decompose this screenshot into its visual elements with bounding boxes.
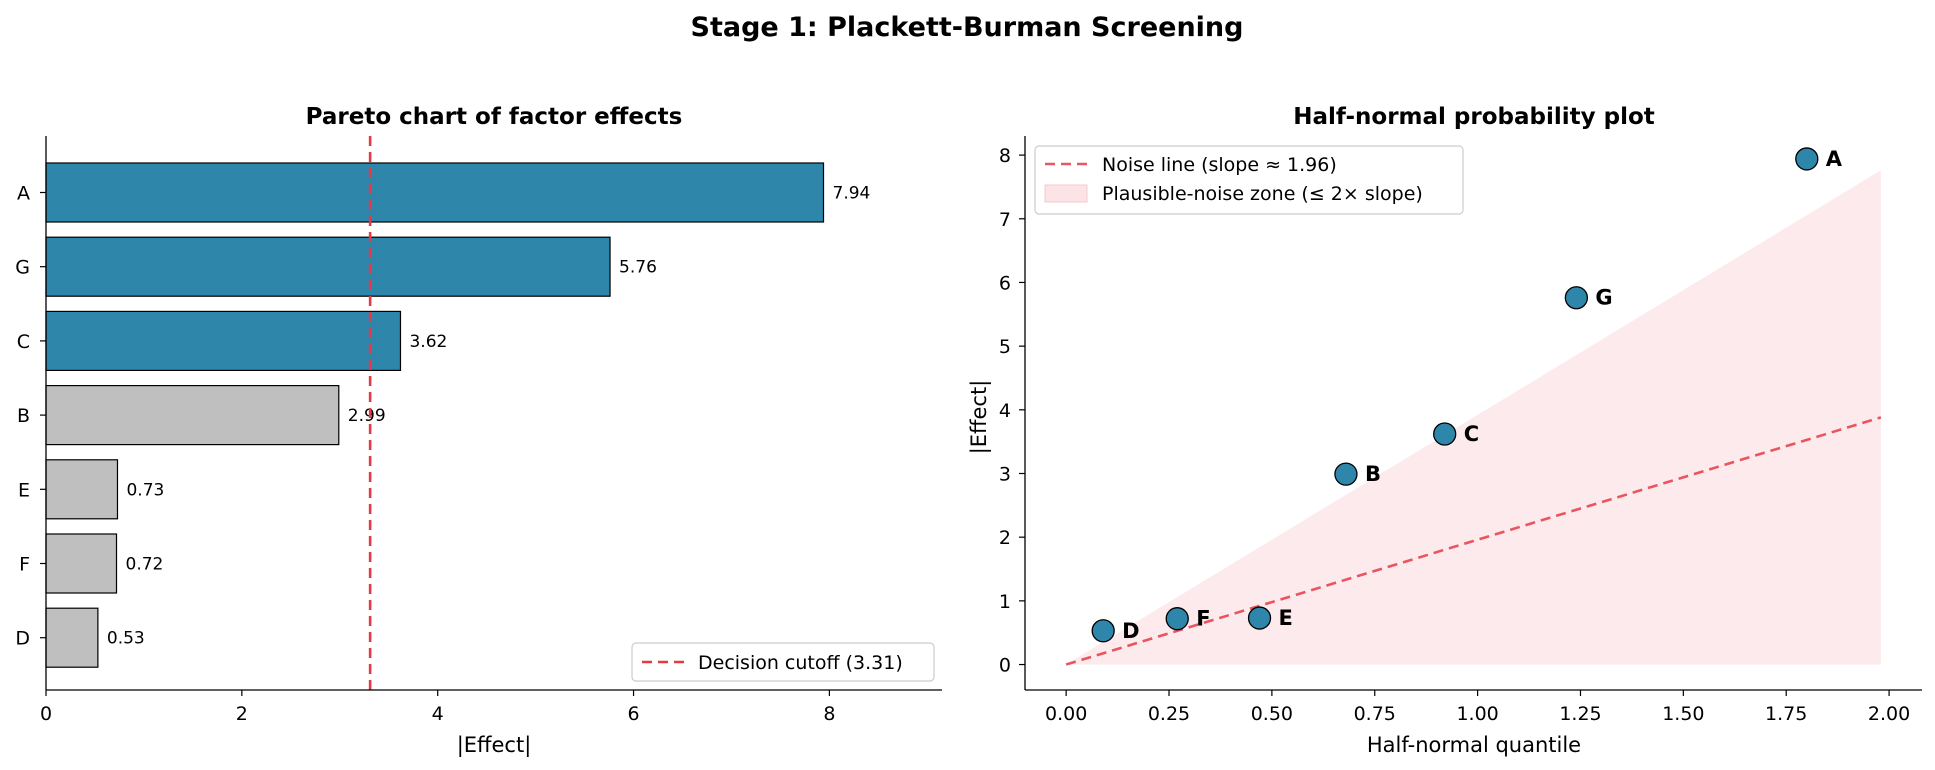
point-F [1165, 607, 1189, 631]
x-tick-label: 2.00 [1868, 703, 1910, 725]
half-normal-title: Half-normal probability plot [1293, 104, 1655, 130]
figure-title: Stage 1: Plackett-Burman Screening [691, 12, 1244, 43]
pareto-bars [45, 162, 825, 668]
half-normal-points [1091, 147, 1819, 643]
point-A [1795, 147, 1819, 171]
half-normal-plot: Half-normal probability plot D F E B C G A 0.0… [967, 104, 1922, 757]
y-tick-label: 8 [999, 145, 1011, 167]
bar-C [45, 310, 402, 371]
half-normal-y-axis-label: |Effect| [967, 380, 992, 455]
y-tick-label-F: F [19, 554, 30, 576]
value-label-B: 2.99 [348, 406, 386, 426]
bar-D [45, 607, 99, 668]
noise-zone-legend-swatch [1044, 184, 1088, 203]
point-E [1247, 606, 1272, 630]
x-tick-label: 1.75 [1765, 703, 1807, 725]
y-tick-label-E: E [18, 479, 30, 501]
x-tick-label: 1.50 [1662, 703, 1704, 725]
value-label-C: 3.62 [409, 332, 447, 352]
noise-line-legend-label: Noise line (slope ≈ 1.96) [1102, 154, 1337, 176]
half-normal-legend: Noise line (slope ≈ 1.96) Plausible-nois… [1034, 145, 1464, 215]
point-G [1564, 286, 1589, 310]
x-tick-label: 0.50 [1251, 703, 1293, 725]
noise-zone-legend-label: Plausible-noise zone (≤ 2× slope) [1102, 183, 1423, 205]
half-normal-point-labels: D F E B C G A [1122, 147, 1843, 643]
half-normal-y-ticks: 0 1 2 3 4 5 6 7 8 [999, 145, 1025, 677]
pareto-x-ticks: 0 2 4 6 8 [40, 690, 835, 725]
x-tick-label: 6 [627, 703, 639, 725]
bar-E [45, 459, 119, 520]
y-tick-label: 4 [999, 400, 1011, 422]
y-tick-label-G: G [15, 257, 30, 279]
value-label-F: 0.72 [126, 555, 164, 575]
pareto-legend: Decision cutoff (3.31) [631, 642, 935, 682]
y-tick-label: 2 [999, 527, 1011, 549]
pareto-category-labels: A G C B E F D [15, 183, 46, 650]
half-normal-legend-box [1034, 145, 1464, 215]
x-tick-label: 0.00 [1045, 703, 1087, 725]
y-tick-label-B: B [17, 405, 30, 427]
y-tick-label: 1 [999, 591, 1011, 613]
point-label-B: B [1365, 462, 1381, 486]
y-tick-label-A: A [17, 183, 30, 205]
bar-F [45, 533, 118, 594]
point-label-A: A [1826, 147, 1843, 171]
point-label-C: C [1464, 422, 1479, 446]
value-label-A: 7.94 [833, 184, 871, 204]
x-tick-label: 1.25 [1559, 703, 1601, 725]
point-D [1091, 619, 1115, 643]
pareto-chart: Pareto chart of factor effects A G C B E F D 7… [15, 104, 942, 758]
pareto-legend-box [631, 642, 935, 682]
bar-A [45, 162, 825, 223]
pareto-value-labels: 7.94 5.76 3.62 2.99 0.73 0.72 0.53 [107, 184, 870, 649]
pareto-x-axis-label: |Effect| [457, 733, 532, 758]
y-tick-label: 0 [999, 655, 1011, 677]
half-normal-x-ticks: 0.00 0.25 0.50 0.75 1.00 1.25 1.50 1.75 2.00 [1045, 690, 1910, 725]
y-tick-label: 6 [999, 272, 1011, 294]
point-C [1433, 422, 1457, 446]
y-tick-label-C: C [17, 331, 30, 353]
plausible-noise-zone [1066, 170, 1881, 665]
x-tick-label: 0.75 [1354, 703, 1396, 725]
half-normal-x-axis-label: Half-normal quantile [1367, 733, 1581, 757]
x-tick-label: 4 [432, 703, 444, 725]
x-tick-label: 0 [40, 703, 52, 725]
y-tick-label: 5 [999, 336, 1011, 358]
x-tick-label: 0.25 [1148, 703, 1190, 725]
bar-G [45, 236, 611, 297]
y-tick-label-D: D [15, 628, 30, 650]
y-tick-label: 7 [999, 209, 1011, 231]
y-tick-label: 3 [999, 463, 1011, 485]
x-tick-label: 2 [236, 703, 248, 725]
noise-line [1065, 416, 1882, 666]
bar-B [45, 385, 340, 446]
pareto-title: Pareto chart of factor effects [306, 104, 683, 130]
point-label-G: G [1595, 286, 1612, 310]
x-tick-label: 8 [823, 703, 835, 725]
value-label-E: 0.73 [126, 480, 164, 500]
point-label-D: D [1122, 619, 1139, 643]
x-tick-label: 1.00 [1456, 703, 1498, 725]
point-B [1334, 462, 1358, 486]
point-label-F: F [1196, 607, 1210, 631]
value-label-D: 0.53 [107, 629, 145, 649]
value-label-G: 5.76 [619, 258, 657, 278]
pareto-legend-label: Decision cutoff (3.31) [698, 652, 903, 674]
point-label-E: E [1279, 606, 1293, 630]
